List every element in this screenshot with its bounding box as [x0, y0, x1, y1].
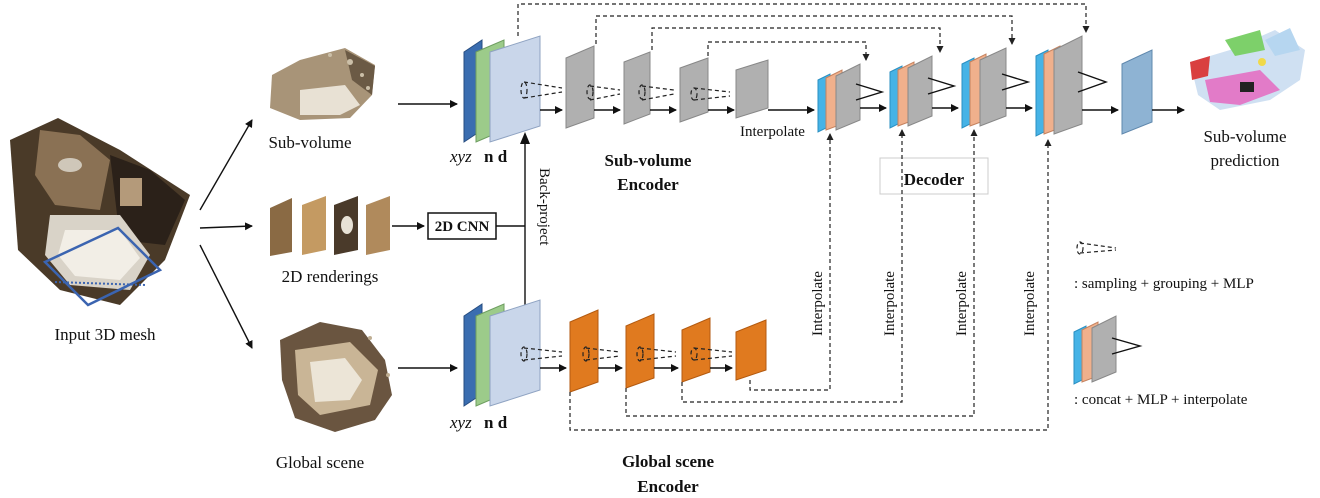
cnn-box	[427, 212, 497, 240]
legend-sampling: : sampling + grouping + MLP	[1074, 241, 1254, 292]
decoder-label: Decoder	[904, 170, 965, 189]
skip-connections-global	[569, 129, 1052, 431]
renderings-icon	[270, 196, 390, 256]
input-mesh-label: Input 3D mesh	[54, 325, 156, 344]
global-scene-icon	[280, 322, 392, 432]
interpolate-label-1: Interpolate	[810, 271, 826, 336]
backproject-arrow-up	[520, 132, 530, 144]
subvolume-feature-labels: xyz n d	[449, 147, 508, 166]
legend-concat-label: : concat + MLP + interpolate	[1074, 392, 1248, 408]
global-encoder-label-1: Global scene	[622, 452, 715, 471]
interpolate-label-top: Interpolate	[740, 124, 805, 140]
input-mesh-icon	[10, 118, 190, 307]
legend-concat: : concat + MLP + interpolate	[1073, 315, 1248, 408]
prediction-label-1: Sub-volume	[1203, 127, 1286, 146]
global-xyz-label: xyz	[449, 413, 472, 432]
global-nd-label: n d	[484, 413, 508, 432]
arrow-to-global	[199, 244, 253, 349]
decoder-box	[879, 157, 989, 195]
subvolume-label: Sub-volume	[268, 133, 351, 152]
subvolume-encoder	[520, 45, 769, 129]
global-feature-stack	[463, 299, 541, 407]
decoder	[817, 35, 1185, 137]
cone-icon	[1076, 241, 1084, 255]
global-encoder	[520, 309, 767, 393]
renderings-label: 2D renderings	[282, 267, 379, 286]
subvolume-feature-stack	[463, 35, 541, 143]
subvolume-xyz-label: xyz	[449, 147, 472, 166]
prediction-label-2: prediction	[1211, 151, 1280, 170]
cnn-label: 2D CNN	[435, 219, 490, 235]
subvolume-nd-label: n d	[484, 147, 508, 166]
global-encoder-label-2: Encoder	[637, 477, 699, 496]
subvolume-icon	[270, 48, 375, 120]
subvolume-encoder-label-2: Encoder	[617, 175, 679, 194]
legend-sampling-label: : sampling + grouping + MLP	[1074, 276, 1254, 292]
global-feature-labels: xyz n d	[449, 413, 508, 432]
subvolume-encoder-label-1: Sub-volume	[605, 151, 692, 170]
interpolate-label-4: Interpolate	[1022, 271, 1038, 336]
global-scene-label: Global scene	[276, 453, 364, 472]
decoder-stack-icon	[1111, 337, 1143, 355]
interpolate-label-2: Interpolate	[882, 271, 898, 336]
arrow-to-subvolume	[199, 119, 253, 211]
arrow-to-renderings	[199, 222, 253, 231]
interpolate-label-3: Interpolate	[954, 271, 970, 336]
skip-connections-top	[517, 3, 1090, 61]
prediction-icon	[1190, 28, 1305, 110]
backproject-label: Back-project	[536, 168, 552, 246]
